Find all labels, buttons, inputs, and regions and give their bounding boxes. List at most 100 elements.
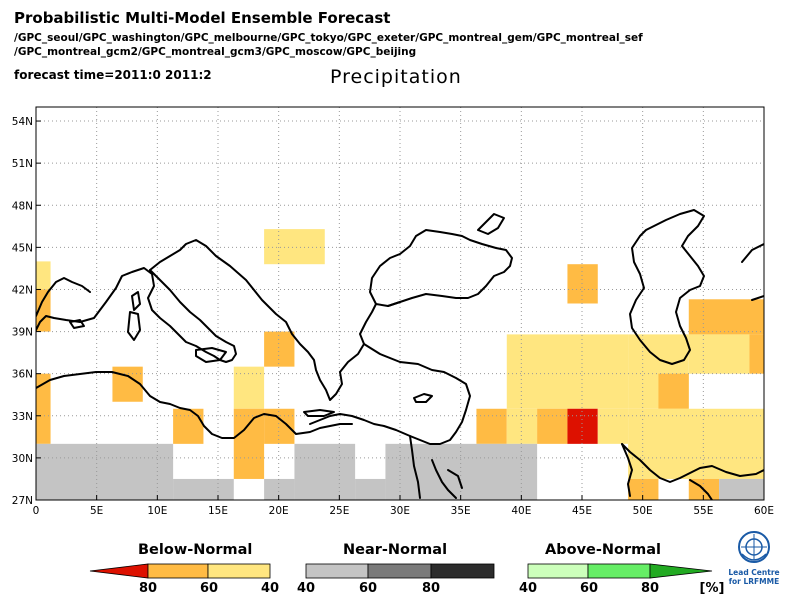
legend-above-normal <box>527 563 713 579</box>
prob-cell-below_40 <box>688 334 750 374</box>
chart-title: Probabilistic Multi-Model Ensemble Forec… <box>14 9 391 27</box>
legend-near-title: Near-Normal <box>343 542 448 558</box>
y-tick-label: 39N <box>12 327 33 339</box>
island-corsica <box>131 291 141 311</box>
x-tick-label: 40E <box>511 505 531 517</box>
legend-near-80-swatch <box>430 563 495 579</box>
legend-above-label-80: 80 <box>640 581 660 596</box>
prob-cell-below_60 <box>36 373 51 444</box>
x-tick-label: 10E <box>147 505 167 517</box>
prob-cell-near <box>264 478 295 500</box>
x-tick-label: 5E <box>90 505 103 517</box>
island-cyprus <box>413 393 433 403</box>
prob-cell-below_60 <box>658 373 689 409</box>
models-line-2: /GPC_montreal_gcm2/GPC_montreal_gcm3/GPC… <box>14 46 417 58</box>
legend-above-arrow <box>649 563 713 579</box>
y-tick-label: 42N <box>12 284 33 296</box>
prob-cell-near <box>173 478 234 500</box>
prob-cell-near <box>385 443 538 500</box>
coast-north-africa <box>36 371 353 439</box>
legend-near-40-swatch <box>305 563 369 579</box>
y-tick-label: 33N <box>12 411 33 423</box>
x-tick-label: 55E <box>693 505 713 517</box>
prob-cell-below_60 <box>567 264 598 304</box>
coast-persian-gulf-west <box>621 443 633 497</box>
y-tick-label: 36N <box>12 369 33 381</box>
prob-cell-near <box>719 478 764 500</box>
legend-below-title: Below-Normal <box>138 542 253 558</box>
coast-black-sea <box>369 229 513 307</box>
coast-caspian <box>629 209 705 365</box>
prob-cell-below_40 <box>597 408 629 444</box>
legend-above-label-60: 60 <box>579 581 599 596</box>
prob-cell-below_60 <box>173 408 204 444</box>
legend-below-arrow <box>89 563 149 579</box>
island-sardinia <box>127 311 141 341</box>
legend-near-label-40: 40 <box>296 581 316 596</box>
coast-balkans <box>149 239 401 401</box>
y-tick-label: 54N <box>12 116 33 128</box>
x-tick-label: 20E <box>269 505 289 517</box>
prob-cell-below_60 <box>264 331 295 367</box>
x-tick-label: 0 <box>33 505 40 517</box>
coast-aral <box>741 243 764 301</box>
island-crete <box>303 409 335 417</box>
coast-oman <box>689 479 713 500</box>
prob-cell-below_80 <box>567 408 598 444</box>
legend-above-60-swatch <box>587 563 651 579</box>
logo-line-2: for LRFMME <box>728 577 780 586</box>
prob-cell-below_40 <box>506 408 538 444</box>
coast-sinai <box>447 469 463 489</box>
legend-below-label-80: 80 <box>138 581 158 596</box>
legend-below-label-40: 40 <box>260 581 280 596</box>
x-tick-label: 25E <box>329 505 349 517</box>
prob-cell-below_40 <box>628 408 764 479</box>
y-tick-label: 27N <box>12 495 33 507</box>
x-tick-label: 60E <box>754 505 774 517</box>
legend-near-label-80: 80 <box>421 581 441 596</box>
legend-near-60-swatch <box>367 563 432 579</box>
y-tick-label: 30N <box>12 453 33 465</box>
forecast-time: forecast time=2011:0 2011:2 <box>14 68 212 82</box>
coastlines <box>36 209 764 500</box>
coast-persian-gulf <box>621 443 764 483</box>
prob-cell-below_60 <box>749 334 764 374</box>
lead-centre-logo: Lead Centre for LRFMME <box>722 530 786 586</box>
x-tick-label: 30E <box>390 505 410 517</box>
graticule <box>36 107 764 500</box>
models-line-1: /GPC_seoul/GPC_washington/GPC_melbourne/… <box>14 32 643 44</box>
coast-azov <box>477 213 505 235</box>
un-emblem-icon <box>738 531 770 563</box>
x-tick-label: 15E <box>208 505 228 517</box>
x-tick-label: 35E <box>451 505 471 517</box>
legend-below-40-swatch <box>207 563 271 579</box>
probability-cells <box>36 229 764 500</box>
y-tick-label: 45N <box>12 242 33 254</box>
legend-below-normal <box>89 563 271 579</box>
prob-cell-below_40 <box>506 334 629 409</box>
legend-near-normal <box>305 563 495 579</box>
prob-cell-near <box>36 443 174 500</box>
x-tick-label: 45E <box>572 505 592 517</box>
prob-cell-below_60 <box>112 366 143 402</box>
prob-cell-below_60 <box>476 408 507 444</box>
prob-cell-below_40 <box>264 229 325 265</box>
y-tick-label: 48N <box>12 200 33 212</box>
island-balearic <box>69 319 85 329</box>
coast-italy <box>36 267 237 363</box>
prob-cell-below_60 <box>628 478 659 500</box>
prob-cell-below_60 <box>688 299 764 335</box>
legend-unit-label: [%] <box>699 581 725 596</box>
prob-cell-near <box>294 443 356 500</box>
y-tick-label: 51N <box>12 158 33 170</box>
logo-line-1: Lead Centre <box>728 568 780 577</box>
coast-turkey-levant <box>309 343 471 445</box>
legend-near-label-60: 60 <box>358 581 378 596</box>
legend-above-40-swatch <box>527 563 589 579</box>
legend-below-label-60: 60 <box>199 581 219 596</box>
legend-above-title: Above-Normal <box>545 542 661 558</box>
prob-cell-below_60 <box>233 408 265 479</box>
legend-above-label-40: 40 <box>518 581 538 596</box>
coast-nile <box>409 435 421 499</box>
